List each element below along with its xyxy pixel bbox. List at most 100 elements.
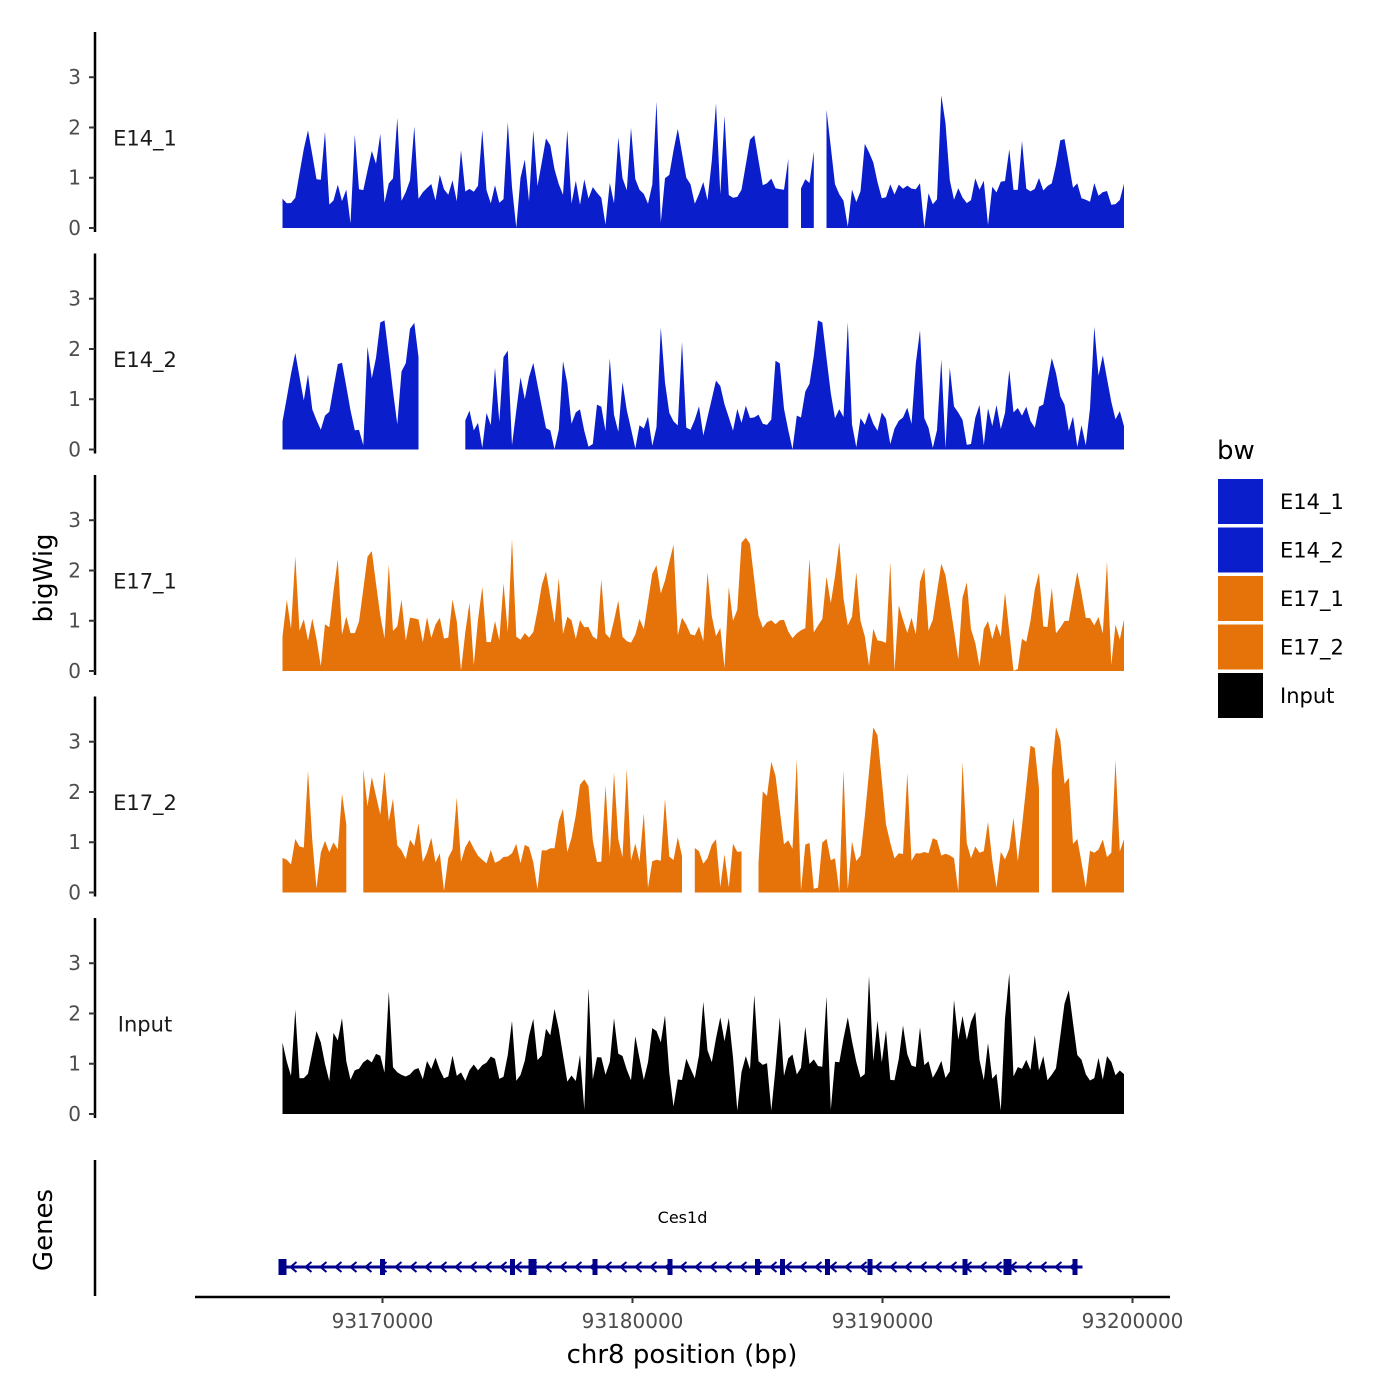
x-axis: 93170000 93180000 93190000 93200000 — [195, 1295, 1184, 1333]
coverage-area-E14_1 — [282, 95, 1124, 228]
gene-exon — [1003, 1259, 1012, 1275]
y-tick-label: 0 — [68, 1102, 81, 1126]
track-label-E17_1: E17_1 — [113, 570, 177, 595]
legend-swatch-E17_2 — [1218, 624, 1263, 670]
gene-exon — [867, 1259, 873, 1275]
strand-arrow — [918, 1261, 928, 1273]
strand-arrow — [1023, 1261, 1033, 1273]
y-tick-label: 0 — [68, 881, 81, 905]
strand-arrow — [573, 1261, 583, 1273]
legend-label-E14_1: E14_1 — [1280, 490, 1344, 515]
strand-arrow — [768, 1261, 778, 1273]
y-tick-label: 3 — [68, 65, 81, 89]
track-label-E17_2: E17_2 — [113, 791, 177, 816]
y-tick-label: 0 — [68, 659, 81, 683]
strand-arrow — [1053, 1261, 1063, 1273]
y-tick-label: 3 — [68, 951, 81, 975]
gene-exon — [667, 1259, 673, 1275]
gene-name-label: Ces1d — [658, 1208, 708, 1227]
strand-arrow — [468, 1261, 478, 1273]
x-tick-label: 93180000 — [582, 1309, 684, 1333]
strand-arrow — [363, 1261, 373, 1273]
strand-arrow — [708, 1261, 718, 1273]
strand-arrow — [288, 1261, 298, 1273]
gene-exon — [510, 1259, 515, 1275]
strand-arrow — [543, 1261, 553, 1273]
legend-label-E17_2: E17_2 — [1280, 636, 1344, 661]
track-panel-E14_1: 0 1 2 3 E14_1 — [68, 32, 1124, 240]
strand-arrow — [648, 1261, 658, 1273]
strand-arrow — [438, 1261, 448, 1273]
strand-arrow — [723, 1261, 733, 1273]
gene-panel-label: Genes — [29, 1189, 59, 1271]
strand-arrow — [513, 1261, 523, 1273]
track-panel-E14_2: 0 1 2 3 E14_2 — [68, 253, 1124, 462]
x-tick-label: 93200000 — [1082, 1309, 1184, 1333]
strand-arrow — [393, 1261, 403, 1273]
y-tick-label: 2 — [68, 115, 81, 139]
track-panel-E17_1: 0 1 2 3 E17_1 — [68, 475, 1124, 683]
strand-arrow — [948, 1261, 958, 1273]
coverage-area-E14_2 — [282, 320, 1124, 450]
y-tick-label: 1 — [68, 609, 81, 633]
y-tick-label: 1 — [68, 166, 81, 190]
y-tick-label: 3 — [68, 508, 81, 532]
y-tick-label: 3 — [68, 287, 81, 311]
track-panel-Input: 0 1 2 3 Input — [68, 918, 1124, 1126]
y-tick-label: 3 — [68, 730, 81, 754]
strand-arrow — [483, 1261, 493, 1273]
strand-arrow — [423, 1261, 433, 1273]
strand-arrow — [783, 1261, 793, 1273]
strand-arrow — [798, 1261, 808, 1273]
strand-arrow — [828, 1261, 838, 1273]
legend-swatch-E14_2 — [1218, 527, 1263, 573]
coverage-area-E17_1 — [282, 537, 1124, 671]
y-tick-label: 2 — [68, 1001, 81, 1025]
legend-swatch-E17_1 — [1218, 576, 1263, 621]
strand-arrow — [693, 1261, 703, 1273]
gene-exon — [1072, 1259, 1078, 1275]
coverage-area-Input — [282, 973, 1124, 1114]
strand-arrow — [1038, 1261, 1048, 1273]
strand-arrow — [348, 1261, 358, 1273]
strand-arrow — [993, 1261, 1003, 1273]
strand-arrow — [333, 1261, 343, 1273]
track-label-Input: Input — [118, 1013, 172, 1037]
strand-arrow — [318, 1261, 328, 1273]
legend-swatch-E14_1 — [1218, 479, 1263, 524]
legend-swatch-Input — [1218, 673, 1263, 718]
y-tick-label: 0 — [68, 438, 81, 462]
gene-exon — [825, 1259, 830, 1275]
x-tick-label: 93190000 — [832, 1309, 934, 1333]
strand-arrow — [498, 1261, 508, 1273]
y-axis-title: bigWig — [29, 533, 59, 622]
strand-arrow — [303, 1261, 313, 1273]
y-tick-label: 2 — [68, 780, 81, 804]
strand-arrow — [873, 1261, 883, 1273]
y-tick-label: 1 — [68, 830, 81, 854]
x-tick-label: 93170000 — [332, 1309, 434, 1333]
track-label-E14_1: E14_1 — [113, 127, 177, 152]
gene-exon — [380, 1259, 385, 1275]
legend: bw E14_1 E14_2 E17_1 E17_2 Input — [1217, 436, 1344, 718]
gene-exon — [592, 1259, 598, 1275]
gene-exon — [528, 1259, 537, 1275]
strand-arrow — [858, 1261, 868, 1273]
legend-label-Input: Input — [1280, 684, 1334, 708]
strand-arrow — [633, 1261, 643, 1273]
y-tick-label: 1 — [68, 1052, 81, 1076]
strand-arrow — [603, 1261, 613, 1273]
strand-arrow — [888, 1261, 898, 1273]
strand-arrow — [408, 1261, 418, 1273]
legend-title: bw — [1217, 436, 1255, 466]
strand-arrow — [738, 1261, 748, 1273]
gene-exon — [755, 1259, 760, 1275]
y-tick-label: 0 — [68, 216, 81, 240]
gene-exon — [962, 1259, 968, 1275]
coverage-area-E17_2 — [282, 727, 1124, 893]
gene-exon — [278, 1259, 287, 1275]
strand-arrow — [558, 1261, 568, 1273]
strand-arrow — [933, 1261, 943, 1273]
x-axis-title: chr8 position (bp) — [567, 1340, 798, 1370]
